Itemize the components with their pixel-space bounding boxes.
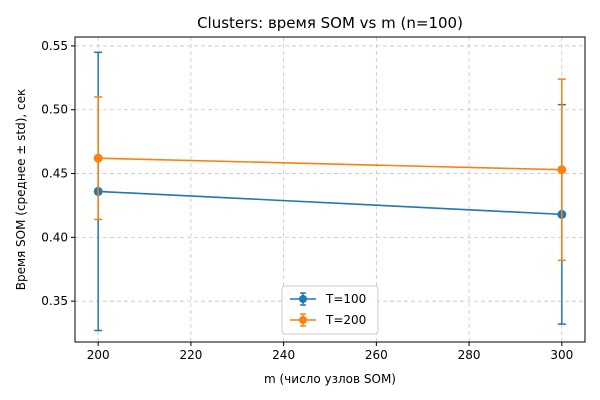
y-tick-label: 0.45 <box>41 167 68 181</box>
y-tick-label: 0.55 <box>41 39 68 53</box>
x-tick-label: 300 <box>550 348 573 362</box>
y-tick-label: 0.50 <box>41 103 68 117</box>
series-T=200 <box>93 78 567 262</box>
legend-label: T=200 <box>325 313 366 327</box>
data-point <box>93 153 103 163</box>
series-layer <box>93 51 567 332</box>
legend-marker-swatch <box>299 295 307 303</box>
plot-frame <box>74 36 586 343</box>
x-tick-label: 280 <box>458 348 481 362</box>
legend-label: T=100 <box>325 292 366 306</box>
x-tick-label: 220 <box>179 348 202 362</box>
legend-marker-swatch <box>299 316 307 324</box>
y-axis-label: Время SOM (среднее ± std), сек <box>14 89 28 291</box>
legend: T=100 T=200 <box>281 285 379 335</box>
x-tick-label: 240 <box>272 348 295 362</box>
x-axis-label: m (число узлов SOM) <box>264 372 396 386</box>
data-point <box>557 165 567 175</box>
y-tick-label: 0.35 <box>41 294 68 308</box>
x-tick-label: 260 <box>365 348 388 362</box>
series-line <box>98 190 562 216</box>
series-line <box>98 157 562 171</box>
ticks: 200 220 240 260 280 300 0.35 0.40 0.45 0.50 0.55 <box>41 39 573 362</box>
chart-title: Clusters: время SOM vs m (n=100) <box>197 14 463 32</box>
y-tick-label: 0.40 <box>41 230 68 244</box>
x-tick-label: 200 <box>87 348 110 362</box>
